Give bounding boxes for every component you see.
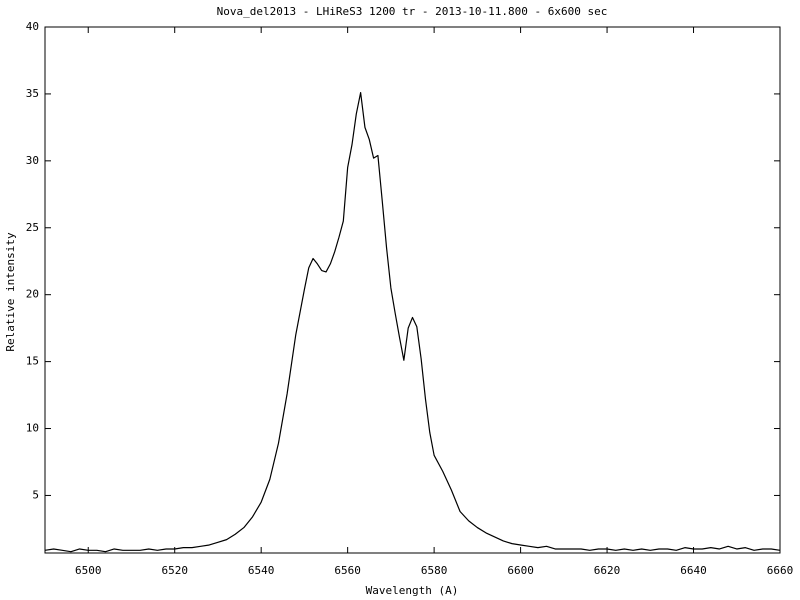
y-tick-label: 20 <box>26 288 39 301</box>
y-tick-label: 30 <box>26 154 39 167</box>
x-axis-label: Wavelength (A) <box>366 584 459 597</box>
y-tick-label: 10 <box>26 422 39 435</box>
x-tick-label: 6600 <box>507 564 534 577</box>
y-tick-label: 25 <box>26 221 39 234</box>
x-tick-label: 6660 <box>767 564 794 577</box>
x-tick-label: 6640 <box>680 564 707 577</box>
y-axis-label: Relative intensity <box>4 232 17 352</box>
y-tick-label: 15 <box>26 355 39 368</box>
plot-frame <box>44 26 781 554</box>
y-tick-label: 35 <box>26 87 39 100</box>
x-tick-label: 6520 <box>161 564 188 577</box>
x-tick-label: 6580 <box>421 564 448 577</box>
chart-title: Nova_del2013 - LHiReS3 1200 tr - 2013-10… <box>217 5 608 18</box>
y-tick-label: 5 <box>32 488 39 501</box>
y-tick-label: 40 <box>26 20 39 33</box>
x-tick-label: 6540 <box>248 564 275 577</box>
x-tick-label: 6620 <box>594 564 621 577</box>
spectrum-line <box>44 91 781 553</box>
x-tick-label: 6500 <box>75 564 102 577</box>
x-tick-label: 6560 <box>334 564 361 577</box>
